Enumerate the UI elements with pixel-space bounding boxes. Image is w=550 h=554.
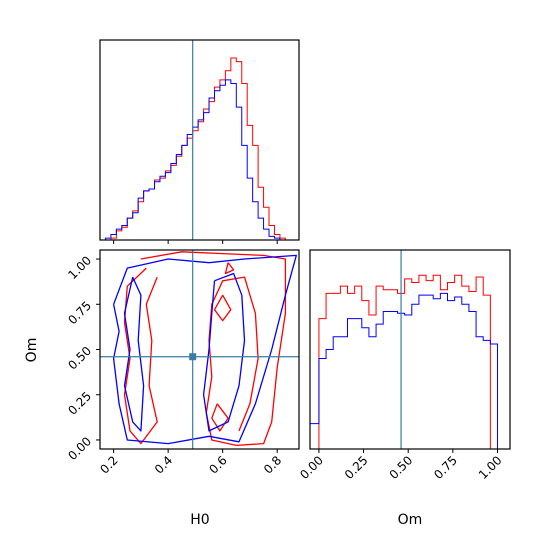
xlabel-om: Om <box>398 512 423 528</box>
xlabel-h0: H0 <box>190 512 209 528</box>
truth-marker <box>189 353 197 361</box>
contour-1-0 <box>112 254 297 445</box>
om-hist-series-1 <box>309 292 505 450</box>
panel-h0-hist-frame <box>99 39 300 241</box>
panel-2d-frame <box>99 249 300 450</box>
panel-om-hist-frame <box>309 249 511 450</box>
ylabel-om: Om <box>24 338 40 363</box>
panel-2d-contour: 0.2 0.4 0.6 0.80.000.250.500.751.00 <box>65 250 299 477</box>
om-hist-series-0 <box>318 274 498 450</box>
contour-1-1 <box>123 276 145 432</box>
contour-0-2 <box>213 294 232 322</box>
h0-hist-series-1 <box>104 79 291 241</box>
contour-0-3 <box>211 403 229 432</box>
contour-0-4 <box>224 262 235 275</box>
contour-1-2 <box>202 272 246 432</box>
panel-h0-hist <box>104 40 291 244</box>
